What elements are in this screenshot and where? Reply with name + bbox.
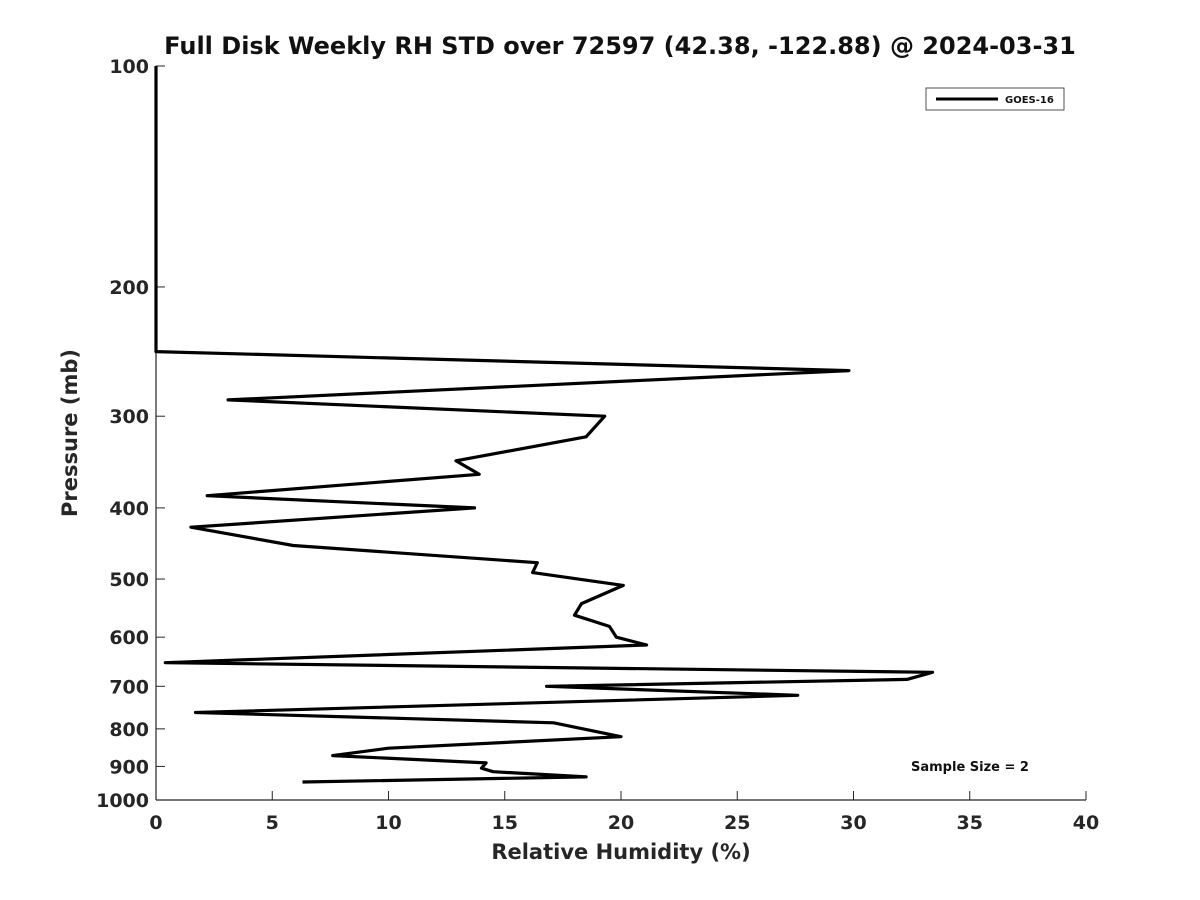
- y-axis-ticks: 100 200 300 400 500 600 700 800 900 1000: [96, 56, 165, 812]
- y-tick-label: 300: [109, 406, 149, 428]
- x-tick-label: 30: [840, 812, 866, 834]
- legend-label: GOES-16: [1005, 95, 1054, 106]
- y-tick-label: 800: [109, 719, 149, 741]
- y-tick-label: 100: [109, 56, 149, 78]
- chart-title: Full Disk Weekly RH STD over 72597 (42.3…: [164, 32, 1076, 60]
- y-axis-label: Pressure (mb): [58, 349, 82, 517]
- y-tick-label: 900: [109, 756, 149, 778]
- x-tick-label: 40: [1073, 812, 1099, 834]
- y-tick-label: 500: [109, 569, 149, 591]
- y-tick-label: 400: [109, 498, 149, 520]
- x-tick-label: 25: [724, 812, 750, 834]
- x-tick-label: 0: [149, 812, 162, 834]
- y-tick-label: 600: [109, 627, 149, 649]
- y-tick-label: 1000: [96, 790, 149, 812]
- x-tick-label: 10: [375, 812, 401, 834]
- x-tick-label: 5: [266, 812, 279, 834]
- series-line-goes-16: [154, 66, 935, 784]
- x-tick-label: 15: [492, 812, 518, 834]
- legend: GOES-16: [925, 87, 1065, 111]
- x-tick-label: 35: [957, 812, 983, 834]
- x-axis-label: Relative Humidity (%): [491, 840, 750, 864]
- x-axis-ticks: 0 5 10 15 20 25 30 35 40: [149, 791, 1099, 834]
- y-tick-label: 200: [109, 277, 149, 299]
- sample-size-annotation: Sample Size = 2: [911, 760, 1029, 775]
- x-tick-label: 20: [608, 812, 634, 834]
- y-tick-label: 700: [109, 676, 149, 698]
